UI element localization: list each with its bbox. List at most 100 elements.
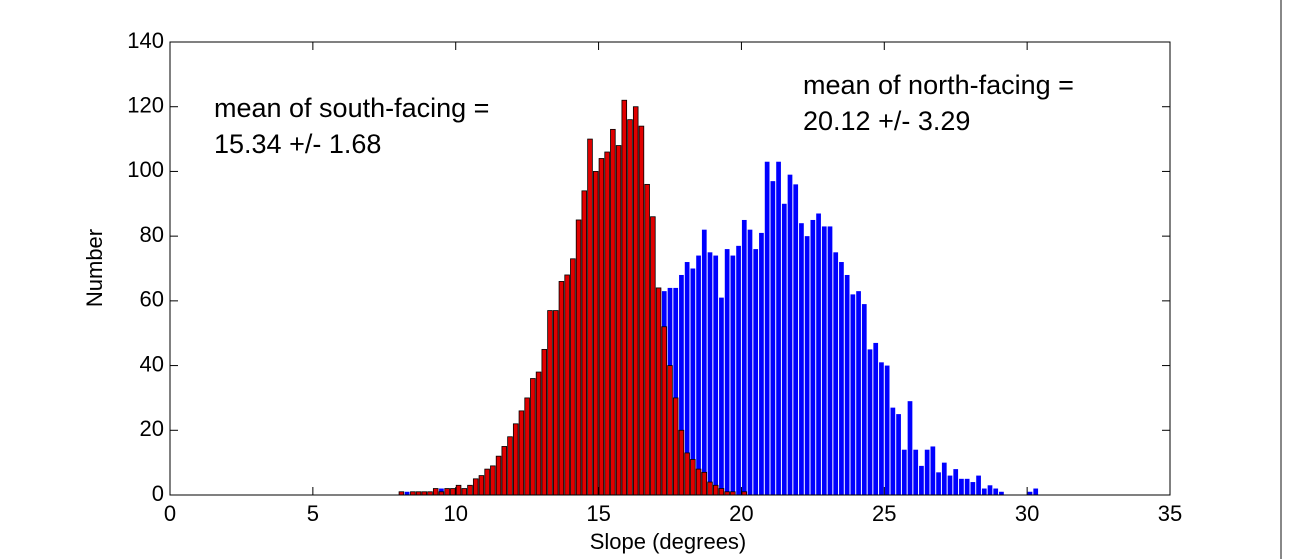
histogram-bar — [890, 407, 896, 495]
histogram-bar — [541, 348, 548, 496]
histogram-bar — [787, 174, 793, 495]
histogram-bar — [444, 488, 450, 496]
histogram-bar — [861, 304, 867, 495]
histogram-bar — [650, 216, 656, 496]
histogram-bar — [490, 465, 496, 496]
histogram-bar — [924, 449, 930, 495]
histogram-bar — [432, 488, 439, 496]
histogram-bar — [964, 478, 970, 495]
histogram-bar — [1027, 491, 1033, 495]
histogram-bar — [707, 252, 713, 495]
histogram-bar — [598, 158, 605, 496]
histogram-bar — [907, 401, 913, 495]
plot-frame — [169, 41, 1171, 496]
histogram-bar — [450, 488, 456, 496]
histogram-bar — [610, 128, 616, 496]
histogram-bar — [959, 478, 964, 495]
histogram-bar — [673, 287, 679, 495]
histogram-bar — [404, 491, 410, 495]
histogram-bar — [718, 488, 725, 496]
histogram-bar — [570, 258, 576, 496]
histogram-bar — [701, 471, 708, 496]
x-tick-label: 15 — [586, 501, 610, 526]
histogram-bar — [776, 161, 781, 495]
histogram-bar — [684, 262, 690, 495]
histogram-bar — [873, 342, 879, 495]
histogram-bar — [638, 125, 645, 496]
histogram-bar — [684, 452, 690, 496]
histogram-bar — [856, 291, 861, 495]
histogram-bar — [719, 297, 724, 495]
histogram-bar — [930, 446, 936, 495]
histogram-bar — [547, 310, 553, 496]
histogram-bar — [564, 274, 570, 496]
histogram-bar — [672, 397, 679, 496]
y-tick-label: 20 — [140, 416, 164, 441]
histogram-bar — [501, 446, 508, 496]
histogram-bar — [839, 262, 844, 495]
histogram-bar — [793, 184, 799, 495]
histogram-bar — [970, 482, 976, 495]
histogram-bar — [484, 468, 490, 496]
histogram-bar — [507, 436, 513, 496]
histogram-bar — [695, 468, 702, 496]
histogram-bar — [455, 484, 462, 496]
x-tick-label: 30 — [1015, 501, 1039, 526]
histogram-bar — [467, 484, 473, 496]
histogram-bar — [581, 190, 588, 496]
histogram-bar — [615, 145, 622, 496]
y-tick-label: 140 — [127, 28, 164, 53]
histogram-bar — [604, 151, 610, 496]
histogram-bar — [941, 462, 947, 495]
histogram-bar — [810, 219, 816, 495]
y-tick-label: 60 — [140, 287, 164, 312]
histogram-bar — [804, 236, 810, 495]
annotation: 15.34 +/- 1.68 — [214, 129, 381, 159]
y-tick-label: 80 — [140, 222, 164, 247]
annotation: mean of south-facing = — [214, 93, 489, 123]
histogram-bar — [981, 488, 987, 495]
histogram-bar — [867, 349, 873, 495]
bars — [398, 99, 1039, 496]
histogram-bar — [512, 423, 519, 496]
x-tick-label: 10 — [443, 501, 467, 526]
x-tick-label: 25 — [872, 501, 896, 526]
histogram-bar — [530, 378, 536, 496]
histogram-bar — [621, 99, 628, 496]
histogram-bar — [747, 229, 753, 495]
x-tick-label: 0 — [164, 501, 176, 526]
histogram-bar — [764, 161, 770, 495]
histogram-bar — [724, 249, 730, 495]
histogram-bar — [627, 119, 633, 496]
histogram-bar — [770, 181, 776, 495]
histogram-bar — [524, 397, 530, 496]
x-tick-label: 5 — [307, 501, 319, 526]
histogram-bar — [741, 219, 747, 495]
histogram-bar — [712, 484, 719, 496]
histogram-bar — [678, 429, 685, 496]
histogram-bar — [896, 414, 901, 495]
histogram-bar — [730, 255, 736, 495]
y-tick-label: 0 — [152, 481, 164, 506]
histogram-bar — [495, 455, 502, 496]
histogram-bar — [478, 475, 485, 496]
histogram-bar — [953, 469, 959, 495]
annotation: 20.12 +/- 3.29 — [803, 106, 970, 136]
histogram-bar — [753, 249, 759, 495]
histogram-bar — [884, 365, 890, 495]
histogram-bar — [632, 106, 639, 496]
histogram-bar — [679, 274, 684, 495]
histogram-bar — [696, 255, 701, 495]
histogram-bar — [575, 219, 582, 496]
histogram-bar — [472, 478, 479, 496]
histogram-bar — [1033, 488, 1039, 495]
histogram-bar — [993, 488, 999, 495]
histogram-bar — [936, 472, 941, 495]
histogram-bar — [844, 274, 850, 495]
histogram-bar — [701, 229, 707, 495]
histogram-bar — [558, 281, 565, 496]
histogram-bar — [667, 365, 673, 496]
histogram-bar — [781, 203, 787, 496]
y-tick-label: 100 — [127, 157, 164, 182]
histogram-bar — [707, 481, 713, 496]
